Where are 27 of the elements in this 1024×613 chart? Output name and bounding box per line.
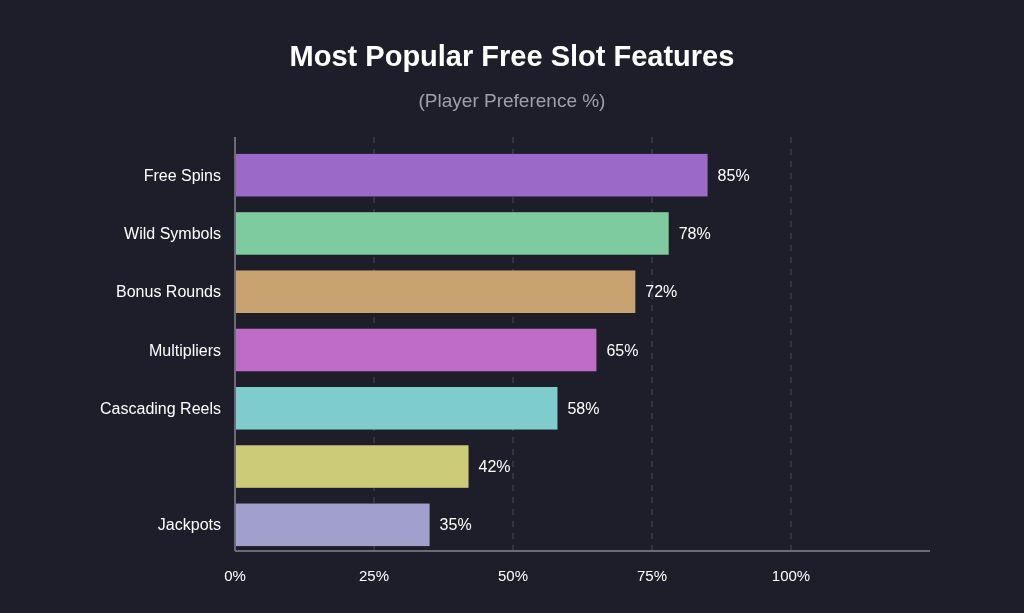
data-label: 65% [606,341,639,359]
bar [235,445,469,488]
data-label: 58% [567,399,600,417]
x-tick-label: 75% [636,567,668,584]
bar [235,270,636,313]
x-tick-label: 50% [497,567,529,584]
y-tick-label: Free Spins [143,166,221,184]
y-tick-label: Bonus Rounds [116,283,221,301]
bar [235,387,558,430]
y-tick-label: Wild Symbols [124,225,221,243]
chart-title: Most Popular Free Slot Features [289,40,735,72]
y-tick-label: Jackpots [157,516,221,534]
data-label: 72% [645,283,678,301]
data-label: 78% [678,225,711,243]
chart-subtitle: (Player Preference %) [418,90,606,111]
bar [235,328,597,372]
y-tick-label: Cascading Reels [100,399,221,417]
bar [235,212,669,255]
data-label: 42% [478,458,511,476]
bar [235,153,708,197]
x-tick-label: 100% [771,567,811,584]
x-tick-label: 25% [358,567,390,584]
data-label: 85% [717,166,750,184]
data-label: 35% [439,516,472,534]
bar [235,503,430,547]
x-tick-label: 0% [224,567,246,584]
y-tick-label: Multipliers [148,341,221,359]
